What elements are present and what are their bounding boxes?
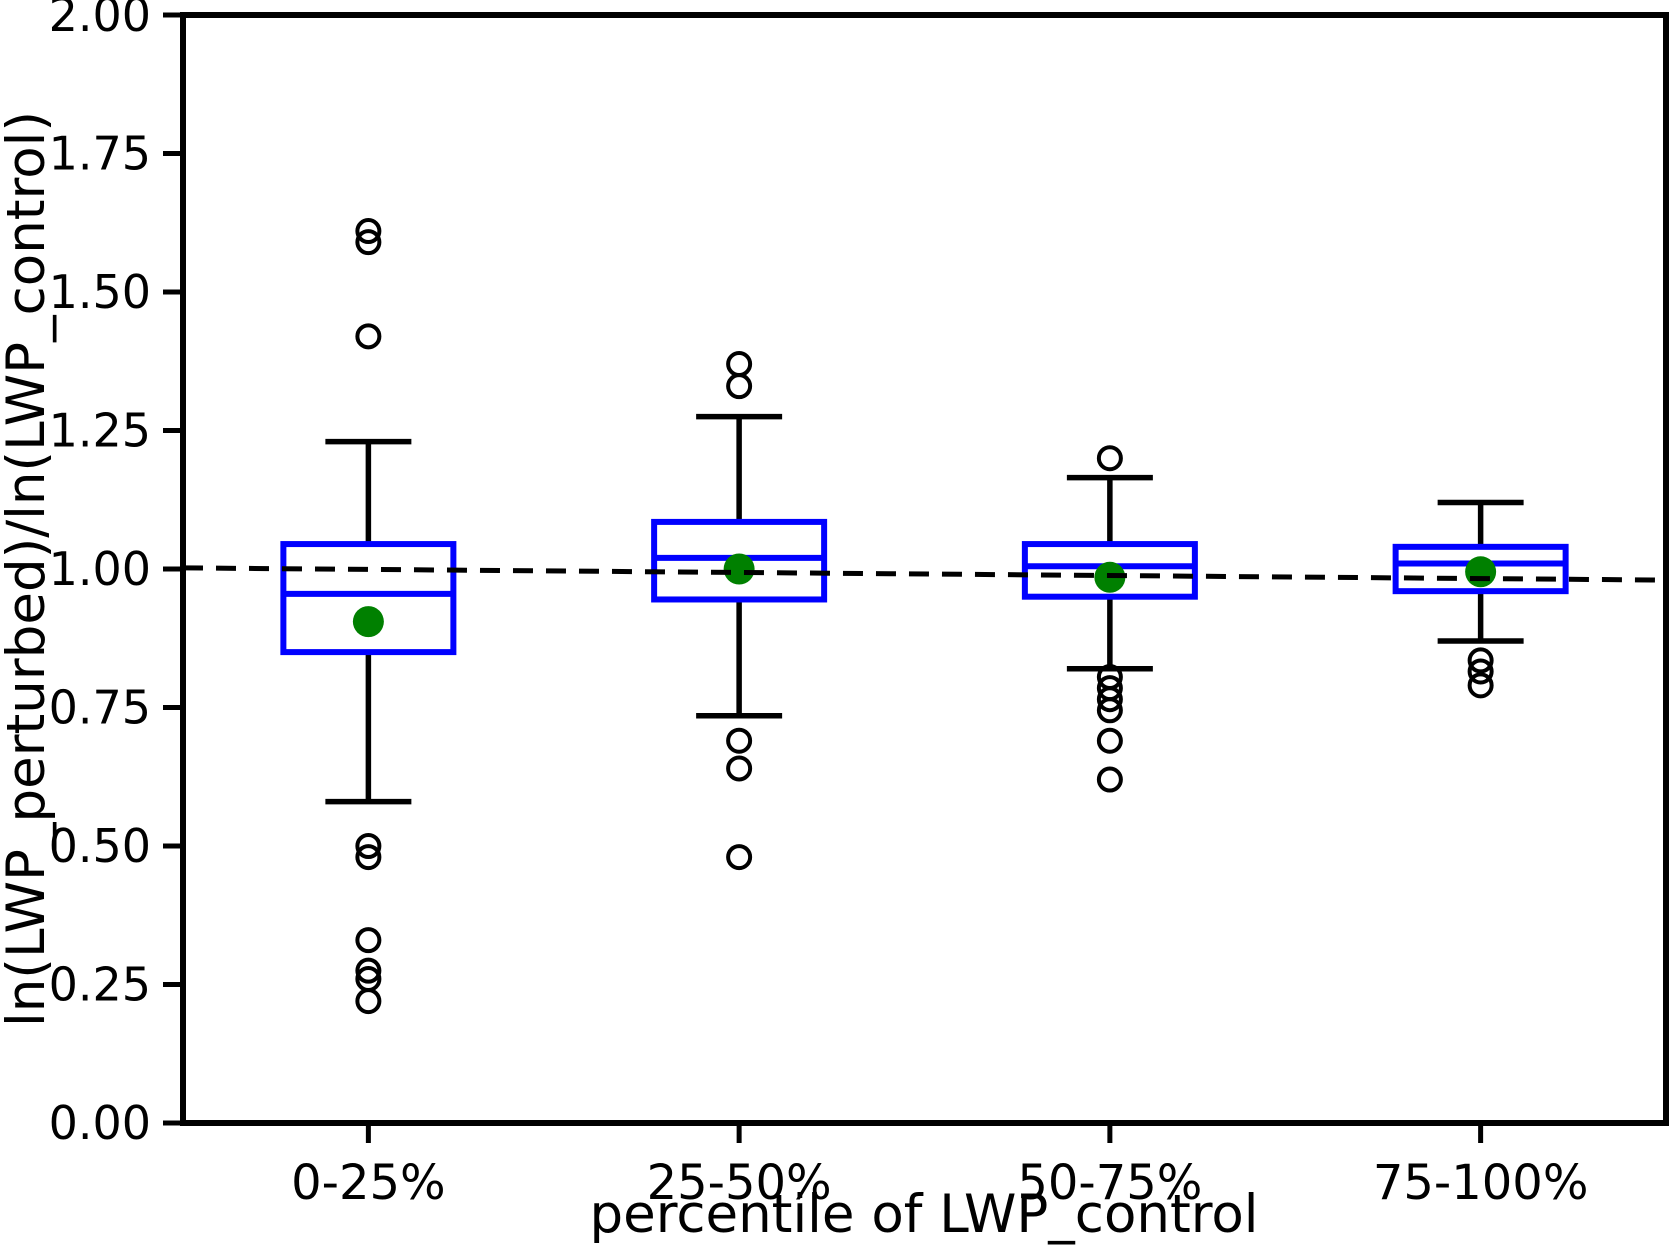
y-tick-label: 0.50 (49, 819, 151, 873)
iqr-box (1392, 543, 1569, 595)
mean-marker (1465, 556, 1497, 588)
axis-ticks: 0.00 0.25 0.50 0.75 1.00 1.25 1.50 1.75 2.00 0-25… (49, 0, 1589, 1211)
y-tick-label: 1.50 (49, 265, 151, 319)
axes-spines (180, 12, 1669, 1126)
reference-line-layer (182, 565, 1667, 583)
box-group (651, 351, 828, 871)
x-tick-label: 75-100% (1373, 1155, 1589, 1211)
mean-marker (723, 553, 755, 585)
y-axis-label: ln(LWP_perturbed)/ln(LWP_control) (0, 111, 57, 1027)
outlier-marker (726, 844, 753, 871)
outlier-marker (1096, 686, 1123, 713)
outlier-marker (355, 844, 382, 871)
outlier-marker (355, 927, 382, 954)
boxplot-data (280, 218, 1569, 1015)
outlier-marker (1096, 727, 1123, 754)
y-tick-label: 0.75 (49, 681, 151, 735)
outlier-marker (726, 755, 753, 782)
iqr-box (280, 541, 457, 656)
outlier-marker (726, 373, 753, 400)
y-tick-label: 2.00 (49, 0, 151, 42)
outlier-marker (355, 833, 382, 859)
outlier-marker (726, 351, 753, 378)
x-tick-label: 25-50% (647, 1155, 832, 1211)
box-group (1392, 499, 1569, 699)
outlier-marker (1096, 445, 1123, 472)
y-tick-label: 1.25 (49, 404, 151, 458)
iqr-box (1021, 541, 1198, 600)
x-axis-label: percentile of LWP_control (589, 1184, 1258, 1245)
y-tick-label: 1.75 (49, 127, 151, 181)
y-tick-label: 0.00 (49, 1096, 151, 1150)
x-tick-label: 50-75% (1017, 1155, 1202, 1211)
outlier-marker (1096, 697, 1123, 724)
outlier-marker (1467, 658, 1494, 685)
outlier-marker (355, 988, 382, 1015)
plot-frame (180, 12, 1669, 1126)
outlier-marker (355, 218, 382, 245)
y-tick-label: 1.00 (49, 542, 151, 596)
outlier-marker (1096, 766, 1123, 793)
outlier-marker (355, 323, 382, 350)
outlier-marker (355, 229, 382, 256)
outlier-marker (1467, 647, 1494, 674)
box-group (280, 218, 457, 1015)
y-tick-label: 0.25 (49, 958, 151, 1012)
reference-dashed-line (182, 565, 1667, 583)
outlier-marker (726, 727, 753, 754)
outlier-marker (355, 957, 382, 984)
outlier-marker (1467, 672, 1494, 699)
mean-marker (352, 606, 384, 638)
x-tick-label: 0-25% (291, 1155, 446, 1211)
box-group (1021, 445, 1198, 793)
